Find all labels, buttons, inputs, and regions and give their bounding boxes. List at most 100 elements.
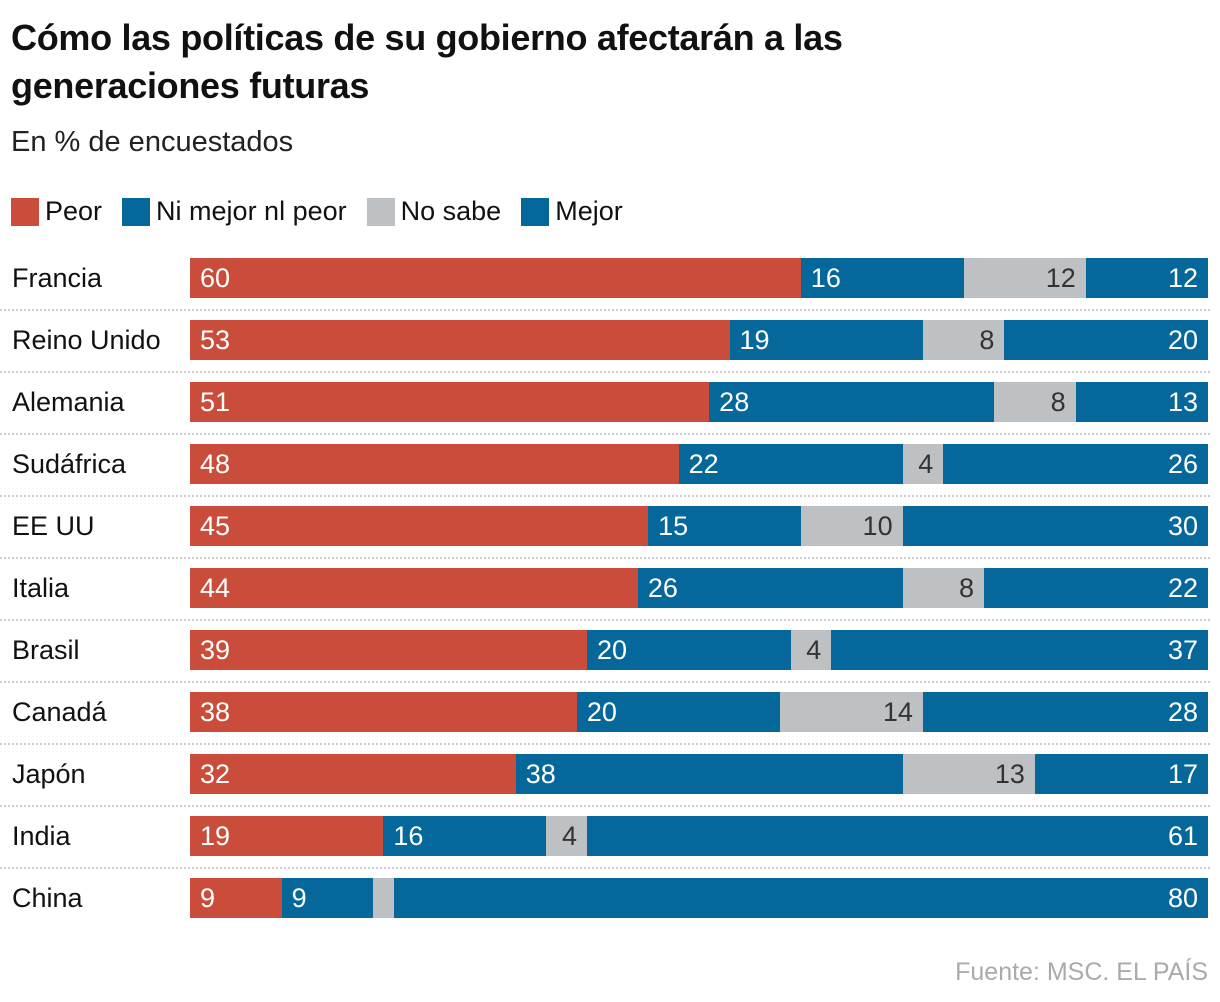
- bar-segment-peor: 60: [190, 258, 801, 298]
- data-label: 26: [1167, 449, 1198, 479]
- bar-segment-no-sabe: 13: [902, 754, 1035, 794]
- bar-segment-mejor: 80: [393, 878, 1208, 918]
- data-label: 53: [200, 325, 231, 355]
- legend-swatch: [122, 197, 151, 226]
- data-label: 9: [200, 883, 216, 913]
- category-label: Japón: [12, 759, 86, 789]
- bar-segment-ni-mejor-nl-peor: 16: [800, 258, 964, 298]
- row-divider: [0, 495, 1210, 497]
- data-label: 12: [1045, 263, 1076, 293]
- data-label: 37: [1167, 635, 1198, 665]
- bar-segment-ni-mejor-nl-peor: 28: [709, 382, 995, 422]
- row-divider: [0, 371, 1210, 373]
- bar-row: China 9 9 80: [0, 878, 1220, 940]
- bar-segment-ni-mejor-nl-peor: 16: [383, 816, 547, 856]
- bar-segment-peor: 44: [190, 568, 638, 608]
- data-label: 28: [1167, 697, 1198, 727]
- bar-segment-ni-mejor-nl-peor: 15: [648, 506, 801, 546]
- category-label: Italia: [12, 573, 70, 603]
- bar-segment-ni-mejor-nl-peor: 9: [281, 878, 374, 918]
- data-label: 14: [882, 697, 913, 727]
- category-label: China: [12, 883, 83, 913]
- bar-segment-peor: 51: [190, 382, 710, 422]
- bar-segment-no-sabe: 14: [780, 692, 923, 732]
- data-label: 20: [586, 697, 617, 727]
- bar-segment-ni-mejor-nl-peor: 38: [515, 754, 903, 794]
- row-divider: [0, 557, 1210, 559]
- legend-swatch: [521, 197, 550, 226]
- bar-segment-peor: 53: [190, 320, 730, 360]
- category-label: Sudáfrica: [12, 449, 127, 479]
- data-label: 30: [1167, 511, 1198, 541]
- legend-item: Peor: [11, 196, 102, 227]
- bar-segment-mejor: 17: [1034, 754, 1208, 794]
- bar-row: Brasil 39 20 4 37: [0, 630, 1220, 692]
- bar-segment-mejor: 28: [922, 692, 1208, 732]
- bar-segment-no-sabe: 8: [922, 320, 1005, 360]
- category-label: Reino Unido: [12, 325, 161, 355]
- data-label: 22: [688, 449, 719, 479]
- bar-segment-peor: 48: [190, 444, 679, 484]
- data-label: 80: [1167, 883, 1198, 913]
- bar-segment-mejor: 30: [902, 506, 1208, 546]
- data-label: 19: [200, 821, 231, 851]
- bar-row: EE UU 45 15 10 30: [0, 506, 1220, 568]
- bar-row: Reino Unido 53 19 8 20: [0, 320, 1220, 382]
- data-label: 60: [200, 263, 231, 293]
- bar-segment-mejor: 37: [831, 630, 1208, 670]
- bar-segment-ni-mejor-nl-peor: 22: [678, 444, 903, 484]
- bar-segment-mejor: 61: [587, 816, 1208, 856]
- row-divider: [0, 433, 1210, 435]
- data-label: 26: [647, 573, 678, 603]
- data-label: 20: [597, 635, 628, 665]
- legend-label: Peor: [45, 196, 103, 226]
- bar-segment-peor: 45: [190, 506, 649, 546]
- data-label: 16: [810, 263, 841, 293]
- data-label: 15: [658, 511, 689, 541]
- category-label: Canadá: [12, 697, 107, 727]
- bar-row: Canadá 38 20 14 28: [0, 692, 1220, 754]
- data-label: 12: [1167, 263, 1198, 293]
- data-label: 44: [200, 573, 231, 603]
- bar-segment-peor: 38: [190, 692, 577, 732]
- bar-segment-no-sabe: 10: [800, 506, 903, 546]
- bar-segment-peor: 19: [190, 816, 384, 856]
- bar-segment-no-sabe: 4: [790, 630, 832, 670]
- legend-label: No sabe: [400, 196, 502, 226]
- bar-segment-mejor: 22: [984, 568, 1208, 608]
- bar-row: Japón 32 38 13 17: [0, 754, 1220, 816]
- row-divider: [0, 619, 1210, 621]
- bar-segment-ni-mejor-nl-peor: 20: [576, 692, 781, 732]
- bar-segment-no-sabe: 4: [546, 816, 588, 856]
- bar-segment-mejor: 20: [1004, 320, 1208, 360]
- bar-segment-no-sabe: 8: [994, 382, 1076, 422]
- data-label: 22: [1167, 573, 1198, 603]
- data-label: 16: [393, 821, 424, 851]
- legend-label: Mejor: [555, 196, 623, 226]
- legend-label: Ni mejor nl peor: [156, 196, 347, 226]
- bar-segment-no-sabe: 12: [963, 258, 1086, 298]
- bar-segment-mejor: 26: [943, 444, 1208, 484]
- data-label: 8: [1050, 387, 1066, 417]
- data-label: 39: [200, 635, 231, 665]
- bar-row: Italia 44 26 8 22: [0, 568, 1220, 630]
- bar-segment-no-sabe: 8: [902, 568, 985, 608]
- bar-segment-ni-mejor-nl-peor: 19: [729, 320, 923, 360]
- bar-row: India 19 16 4 61: [0, 816, 1220, 878]
- data-label: 19: [739, 325, 770, 355]
- data-label: 48: [200, 449, 231, 479]
- bar-segment-mejor: 13: [1075, 382, 1208, 422]
- data-label: 38: [525, 759, 556, 789]
- row-divider: [0, 681, 1210, 683]
- category-label: Alemania: [12, 387, 125, 417]
- bar-segment-peor: 9: [190, 878, 282, 918]
- bar-segment-peor: 32: [190, 754, 516, 794]
- bar-segment-ni-mejor-nl-peor: 20: [587, 630, 791, 670]
- data-label: 20: [1167, 325, 1198, 355]
- bar-segment-ni-mejor-nl-peor: 26: [637, 568, 903, 608]
- data-label: 17: [1167, 759, 1198, 789]
- data-label: 45: [200, 511, 231, 541]
- bar-segment-no-sabe: 4: [902, 444, 944, 484]
- chart-title: Cómo las políticas de su gobierno afecta…: [11, 17, 843, 106]
